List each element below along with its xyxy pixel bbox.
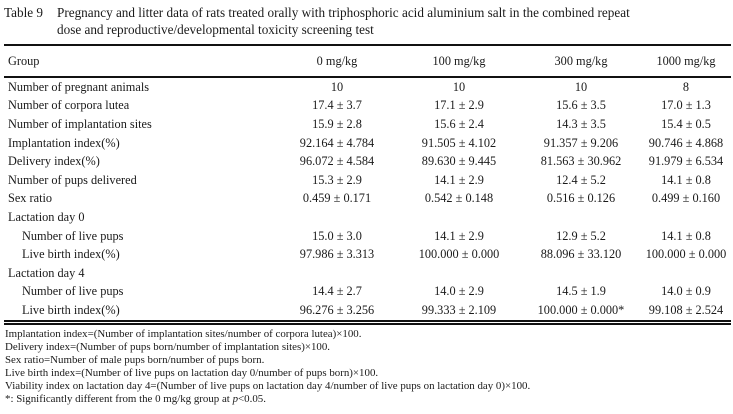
footnote-delivery-index: Delivery index=(Number of pups born/numb… bbox=[5, 340, 331, 353]
value-cell: 17.0 ± 1.3 bbox=[661, 98, 711, 113]
row-label: Live birth index(%) bbox=[22, 302, 120, 317]
value-cell: 92.164 ± 4.784 bbox=[299, 135, 375, 150]
value-cell: 100.000 ± 0.000* bbox=[537, 302, 625, 317]
value-cell bbox=[277, 264, 397, 283]
table-row: Live birth index(%) 97.986 ± 3.313 100.0… bbox=[4, 245, 731, 264]
value-cell: 81.563 ± 30.962 bbox=[540, 154, 622, 169]
value-cell: 0.459 ± 0.171 bbox=[302, 191, 372, 206]
table-row: Sex ratio 0.459 ± 0.171 0.542 ± 0.148 0.… bbox=[4, 190, 731, 209]
value-cell: 89.630 ± 9.445 bbox=[421, 154, 497, 169]
value-cell: 100.000 ± 0.000 bbox=[645, 247, 727, 262]
value-cell: 0.499 ± 0.160 bbox=[651, 191, 721, 206]
value-cell: 15.4 ± 0.5 bbox=[661, 116, 711, 131]
header-row: Group 0 mg/kg 100 mg/kg 300 mg/kg 1000 m… bbox=[4, 45, 731, 78]
value-cell: 15.3 ± 2.9 bbox=[312, 172, 362, 187]
footnote-viability-index: Viability index on lactation day 4=(Numb… bbox=[5, 379, 531, 392]
value-cell: 91.979 ± 6.534 bbox=[648, 154, 724, 169]
value-cell: 88.096 ± 33.120 bbox=[540, 247, 622, 262]
column-header-group: Group bbox=[4, 45, 277, 78]
footnotes-block: Implantation index=(Number of implantati… bbox=[4, 328, 731, 406]
table-row: Number of pups delivered 15.3 ± 2.9 14.1… bbox=[4, 171, 731, 190]
column-header-dose-100: 100 mg/kg bbox=[397, 45, 521, 78]
value-cell: 14.1 ± 0.8 bbox=[661, 228, 711, 243]
value-cell: 14.0 ± 0.9 bbox=[661, 284, 711, 299]
value-cell: 12.4 ± 5.2 bbox=[556, 172, 606, 187]
value-cell bbox=[521, 264, 641, 283]
pregnancy-litter-data-table: Group 0 mg/kg 100 mg/kg 300 mg/kg 1000 m… bbox=[4, 44, 731, 325]
footnote-implantation-index: Implantation index=(Number of implantati… bbox=[5, 327, 362, 340]
row-label: Number of pups delivered bbox=[8, 172, 137, 187]
value-cell: 100.000 ± 0.000 bbox=[418, 247, 500, 262]
footnote-live-birth-index: Live birth index=(Number of live pups on… bbox=[5, 366, 379, 379]
table-row: Number of pregnant animals 10 10 10 8 bbox=[4, 77, 731, 97]
value-cell: 99.333 ± 2.109 bbox=[421, 302, 497, 317]
row-label: Number of live pups bbox=[22, 228, 124, 243]
section-header-row: Lactation day 0 bbox=[4, 208, 731, 227]
value-cell bbox=[397, 208, 521, 227]
row-label: Number of pregnant animals bbox=[8, 79, 150, 94]
value-cell: 96.072 ± 4.584 bbox=[299, 154, 375, 169]
table-row: Delivery index(%) 96.072 ± 4.584 89.630 … bbox=[4, 152, 731, 171]
value-cell: 10 bbox=[574, 79, 588, 94]
value-cell: 14.1 ± 2.9 bbox=[434, 172, 484, 187]
value-cell bbox=[397, 264, 521, 283]
section-header-row: Lactation day 4 bbox=[4, 264, 731, 283]
value-cell: 91.357 ± 9.206 bbox=[543, 135, 619, 150]
value-cell bbox=[521, 208, 641, 227]
table-caption: Pregnancy and litter data of rats treate… bbox=[57, 5, 630, 37]
value-cell: 8 bbox=[682, 79, 690, 94]
value-cell: 17.1 ± 2.9 bbox=[434, 98, 484, 113]
value-cell: 0.516 ± 0.126 bbox=[546, 191, 616, 206]
value-cell: 14.5 ± 1.9 bbox=[556, 284, 606, 299]
value-cell: 10 bbox=[452, 79, 466, 94]
value-cell: 91.505 ± 4.102 bbox=[421, 135, 497, 150]
row-label: Number of live pups bbox=[22, 284, 124, 299]
value-cell: 97.986 ± 3.313 bbox=[299, 247, 375, 262]
value-cell: 96.276 ± 3.256 bbox=[299, 302, 375, 317]
row-label: Delivery index(%) bbox=[8, 154, 100, 169]
value-cell: 17.4 ± 3.7 bbox=[312, 98, 362, 113]
column-header-dose-1000: 1000 mg/kg bbox=[641, 45, 731, 78]
value-cell: 90.746 ± 4.868 bbox=[648, 135, 724, 150]
column-header-dose-0: 0 mg/kg bbox=[277, 45, 397, 78]
significance-suffix: <0.05. bbox=[238, 392, 266, 405]
table-row: Live birth index(%) 96.276 ± 3.256 99.33… bbox=[4, 301, 731, 322]
row-label: Number of implantation sites bbox=[8, 116, 152, 131]
value-cell: 15.9 ± 2.8 bbox=[312, 116, 362, 131]
significance-prefix: *: Significantly different from the 0 mg… bbox=[5, 392, 233, 405]
footnote-significance: *: Significantly different from the 0 mg… bbox=[5, 393, 731, 406]
value-cell: 12.9 ± 5.2 bbox=[556, 228, 606, 243]
table-row: Number of corpora lutea 17.4 ± 3.7 17.1 … bbox=[4, 97, 731, 116]
column-header-dose-300: 300 mg/kg bbox=[521, 45, 641, 78]
value-cell: 14.0 ± 2.9 bbox=[434, 284, 484, 299]
table-row: Number of implantation sites 15.9 ± 2.8 … bbox=[4, 115, 731, 134]
value-cell bbox=[277, 208, 397, 227]
value-cell: 99.108 ± 2.524 bbox=[648, 302, 724, 317]
value-cell bbox=[641, 264, 731, 283]
value-cell: 14.1 ± 2.9 bbox=[434, 228, 484, 243]
value-cell: 14.4 ± 2.7 bbox=[312, 284, 362, 299]
value-cell: 15.6 ± 3.5 bbox=[556, 98, 606, 113]
row-label: Number of corpora lutea bbox=[8, 98, 130, 113]
value-cell bbox=[641, 208, 731, 227]
row-label: Implantation index(%) bbox=[8, 135, 120, 150]
section-label: Lactation day 0 bbox=[8, 209, 85, 224]
footnote-sex-ratio: Sex ratio=Number of male pups born/numbe… bbox=[5, 353, 265, 366]
value-cell: 0.542 ± 0.148 bbox=[424, 191, 494, 206]
value-cell: 14.1 ± 0.8 bbox=[661, 172, 711, 187]
table-title: Table 9 Pregnancy and litter data of rat… bbox=[4, 5, 731, 38]
row-label: Sex ratio bbox=[8, 191, 53, 206]
table-row: Number of live pups 14.4 ± 2.7 14.0 ± 2.… bbox=[4, 283, 731, 302]
table-number: Table 9 bbox=[4, 5, 43, 20]
section-label: Lactation day 4 bbox=[8, 265, 85, 280]
significance-p-symbol: p bbox=[232, 392, 239, 405]
value-cell: 10 bbox=[330, 79, 344, 94]
value-cell: 14.3 ± 3.5 bbox=[556, 116, 606, 131]
value-cell: 15.0 ± 3.0 bbox=[312, 228, 362, 243]
row-label: Live birth index(%) bbox=[22, 247, 120, 262]
table-row: Implantation index(%) 92.164 ± 4.784 91.… bbox=[4, 134, 731, 153]
value-cell: 15.6 ± 2.4 bbox=[434, 116, 484, 131]
table-row: Number of live pups 15.0 ± 3.0 14.1 ± 2.… bbox=[4, 227, 731, 246]
